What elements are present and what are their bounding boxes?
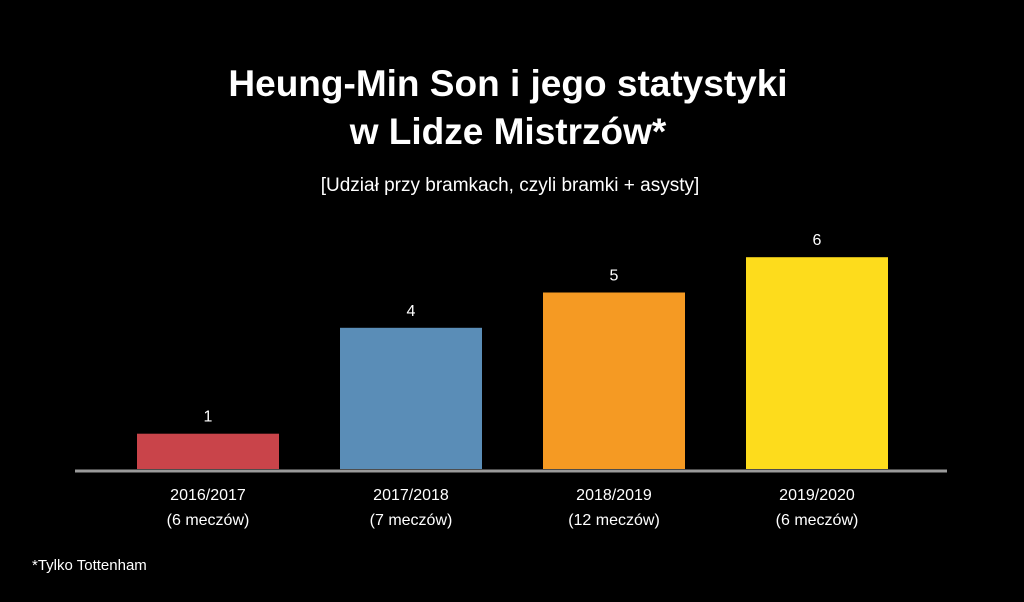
x-tick-label-season: 2018/2019 — [576, 487, 652, 504]
x-tick-label-season: 2016/2017 — [170, 487, 246, 504]
chart-title-line-1: Heung-Min Son i jego statystyki — [228, 63, 787, 104]
value-labels-group: 1 4 5 6 — [204, 232, 822, 426]
value-label-2018-2019: 5 — [610, 268, 619, 285]
x-tick-label-season: 2017/2018 — [373, 487, 449, 504]
x-tick-label-season: 2019/2020 — [779, 487, 855, 504]
x-tick-label-matches: (7 meczów) — [370, 512, 453, 529]
footnote: *Tylko Tottenham — [32, 557, 147, 574]
chart-title-line-2: w Lidze Mistrzów* — [349, 111, 667, 152]
bar-2016-2017 — [137, 433, 279, 469]
value-label-2017-2018: 4 — [407, 303, 416, 320]
x-tick-labels-group: 2016/2017 (6 meczów) 2017/2018 (7 meczów) 20… — [167, 487, 859, 529]
value-label-2019-2020: 6 — [813, 232, 822, 249]
value-label-2016-2017: 1 — [204, 409, 213, 426]
x-tick-label-matches: (12 meczów) — [568, 512, 660, 529]
x-tick-label-matches: (6 meczów) — [776, 512, 859, 529]
bars-group — [137, 257, 888, 469]
bar-2019-2020 — [746, 257, 888, 469]
chart-subtitle: [Udział przy bramkach, czyli bramki + as… — [321, 175, 700, 196]
x-tick-label-matches: (6 meczów) — [167, 512, 250, 529]
bar-2017-2018 — [340, 327, 482, 469]
bar-2018-2019 — [543, 292, 685, 469]
